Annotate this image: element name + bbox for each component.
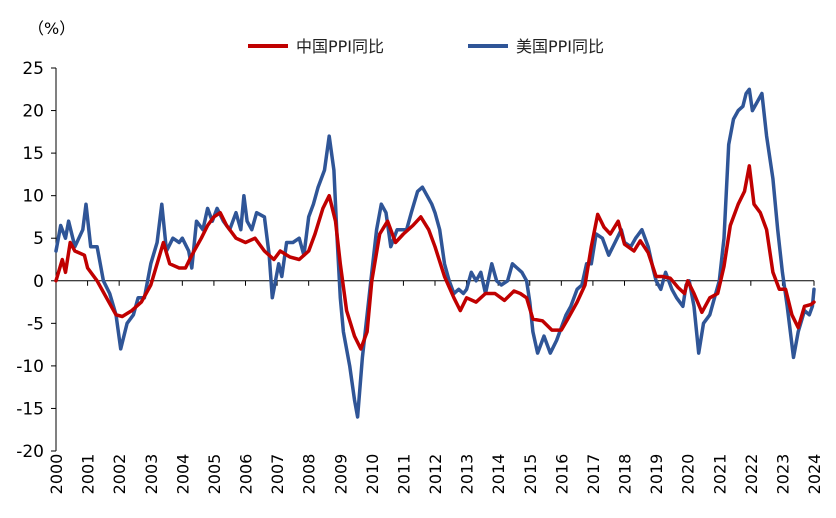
x-tick-label: 2003 (142, 454, 161, 495)
x-tick-label: 2021 (710, 454, 729, 495)
y-tick-label: 0 (33, 272, 44, 292)
x-tick-label: 2011 (394, 454, 413, 495)
x-tick-label: 2018 (616, 454, 635, 495)
x-tick-label: 2007 (268, 454, 287, 495)
x-tick-label: 2006 (237, 454, 256, 495)
x-axis: 2000 2001 2002 2003 2004 2005 2006 2007 2008 2009… (47, 280, 824, 495)
y-tick-label: -20 (16, 442, 44, 462)
x-tick-label: 2015 (521, 454, 540, 495)
x-tick-label: 2000 (47, 454, 66, 495)
y-tick-label: -10 (16, 357, 44, 377)
unit-label: （%） (28, 19, 75, 38)
series-layer (54, 87, 816, 419)
x-tick-label: 2022 (742, 454, 761, 495)
x-tick-label: 2005 (205, 454, 224, 495)
x-tick-label: 2019 (647, 454, 666, 495)
x-tick-label: 2024 (805, 454, 824, 495)
series-line-china-ppi (54, 164, 816, 351)
x-tick-label: 2009 (331, 454, 350, 495)
y-tick-label: 5 (33, 229, 44, 249)
x-tick-label: 2010 (363, 454, 382, 495)
x-tick-label: 2020 (679, 454, 698, 495)
y-tick-label: 10 (22, 187, 44, 207)
y-axis: 25 20 15 10 5 0 -5 -10 -15 -20 (16, 59, 57, 462)
y-tick-label: -5 (27, 314, 44, 334)
x-tick-label: 2014 (489, 454, 508, 495)
series-line-us-ppi (54, 87, 816, 419)
x-tick-label: 2008 (300, 454, 319, 495)
legend-label-china: 中国PPI同比 (296, 37, 384, 56)
y-tick-label: 25 (22, 59, 44, 79)
x-tick-label: 2013 (458, 454, 477, 495)
legend-label-us: 美国PPI同比 (516, 37, 604, 56)
x-tick-label: 2012 (426, 454, 445, 495)
y-tick-label: 15 (22, 144, 44, 164)
x-tick-label: 2023 (773, 454, 792, 495)
x-tick-label: 2002 (110, 454, 129, 495)
legend: 中国PPI同比 美国PPI同比 (248, 37, 604, 56)
x-tick-label: 2004 (173, 454, 192, 495)
y-tick-label: 20 (22, 102, 44, 122)
x-tick-label: 2001 (79, 454, 98, 495)
x-tick-label: 2016 (552, 454, 571, 495)
x-tick-label: 2017 (584, 454, 603, 495)
y-tick-label: -15 (16, 399, 44, 419)
